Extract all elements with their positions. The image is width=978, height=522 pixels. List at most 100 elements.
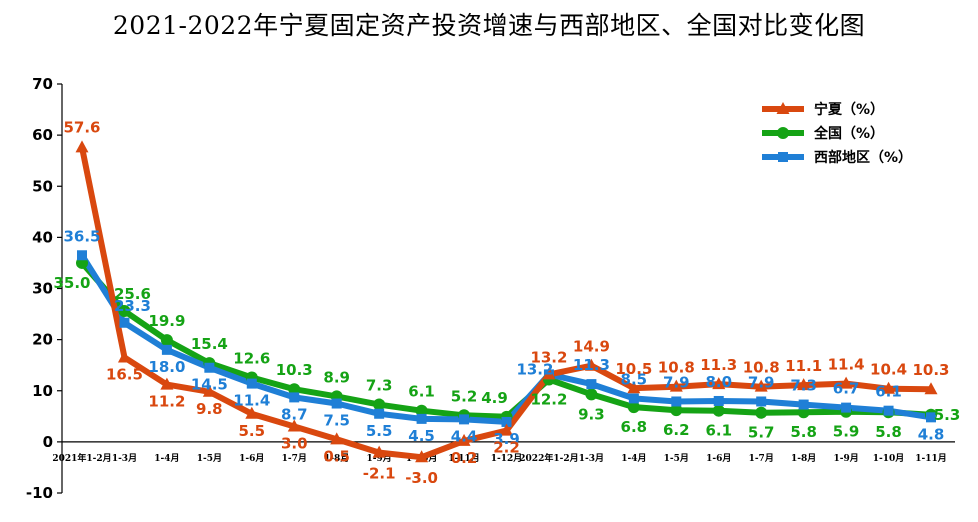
data-label: 36.5 (63, 227, 100, 245)
marker-circle (415, 404, 428, 417)
data-label: 7.9 (748, 373, 775, 391)
data-label: 6.7 (833, 380, 860, 398)
data-label: 4.5 (408, 427, 435, 445)
y-tick-label: 70 (32, 75, 53, 93)
x-tick-label: 1-9月 (367, 453, 392, 464)
data-labels: 35.0 25.6 19.9 15.4 12.6 10.3 8.9 7.3 6.1 5.2 4.9 1… (53, 118, 960, 487)
data-label: 25.6 (114, 285, 151, 303)
data-label: 9.3 (578, 405, 605, 423)
marker-triangle (202, 384, 216, 397)
data-label: 16.5 (106, 366, 143, 384)
data-label: 23.3 (114, 297, 151, 315)
marker-circle (288, 383, 301, 396)
marker-square (628, 393, 639, 404)
legend-label: 西部地区（%） (814, 149, 912, 166)
marker-triangle (924, 382, 938, 395)
data-label: -3.0 (405, 469, 438, 487)
data-label: 6.1 (408, 383, 435, 401)
marker-triangle (330, 432, 344, 445)
data-label: 8.0 (705, 373, 732, 391)
marker-triangle (415, 450, 429, 463)
marker-square (798, 399, 809, 410)
data-label: 10.8 (658, 359, 695, 377)
data-label: 2.2 (493, 439, 520, 457)
data-label: 10.5 (615, 360, 652, 378)
x-tick-label: 1-12月 (491, 453, 523, 464)
data-label: 11.1 (785, 357, 822, 375)
marker-square (841, 402, 852, 413)
marker-square (77, 250, 87, 261)
x-tick-label: 2021年1-2月 (52, 452, 111, 464)
marker-square (459, 414, 470, 425)
data-label: 7.3 (790, 377, 817, 395)
data-label: 6.2 (663, 421, 690, 439)
marker-triangle (160, 377, 174, 390)
marker-square (204, 362, 215, 373)
marker-triangle (500, 423, 513, 436)
data-label: 8.9 (323, 368, 350, 386)
x-tick-label: 1-8月 (791, 453, 816, 464)
marker-circle (712, 404, 725, 417)
data-label: 5.8 (875, 423, 902, 441)
data-label: 5.9 (833, 423, 860, 441)
marker-circle (373, 398, 386, 411)
data-label: 0.2 (451, 449, 478, 467)
marker-triangle (542, 367, 556, 380)
marker-square (289, 392, 300, 403)
legend: 宁夏（%） 全国（%） 西部地区（%） (762, 101, 912, 166)
legend-label: 宁夏（%） (814, 101, 884, 118)
marker-square (331, 398, 342, 409)
x-tick-label: 1-9月 (833, 453, 858, 464)
data-label: 5.3 (934, 406, 961, 424)
y-tick-label: -10 (26, 484, 53, 502)
x-tick-label: 1-7月 (749, 453, 774, 464)
data-label: 19.9 (148, 312, 185, 330)
marker-circle (755, 406, 768, 419)
series-markers (75, 140, 938, 463)
marker-square (926, 412, 936, 423)
marker-square (374, 408, 385, 419)
data-label: 5.5 (366, 422, 393, 440)
data-label: 5.7 (748, 424, 775, 442)
y-tick-label: 20 (32, 331, 53, 349)
data-label: 11.2 (148, 393, 185, 411)
data-label: 6.1 (705, 422, 732, 440)
marker-triangle (627, 381, 641, 394)
chart-title: 2021-2022年宁夏固定资产投资增速与西部地区、全国对比变化图 (112, 11, 866, 40)
x-tick-label: 1-3月 (579, 453, 604, 464)
y-tick-label: 10 (32, 382, 53, 400)
legend-marker-circle (777, 127, 789, 139)
x-tick-label: 1-7月 (282, 453, 307, 464)
marker-square (713, 395, 724, 406)
data-label: 5.8 (790, 423, 817, 441)
data-label: 35.0 (53, 274, 90, 292)
marker-square (246, 378, 257, 389)
x-tick-label: 1-6月 (706, 453, 731, 464)
data-label: 7.5 (323, 412, 350, 430)
data-label: 10.4 (870, 361, 907, 379)
legend-marker-triangle (776, 102, 790, 114)
marker-triangle (372, 445, 386, 458)
marker-square (416, 413, 427, 424)
x-tick-label: 1-5月 (197, 453, 222, 464)
marker-square (671, 396, 682, 407)
data-label: 9.8 (196, 400, 223, 418)
marker-triangle (712, 377, 726, 390)
data-label: 5.5 (239, 422, 266, 440)
y-tick-label: 40 (32, 228, 53, 246)
data-label: 8.7 (281, 405, 308, 423)
marker-square (586, 379, 597, 390)
data-label: 3.0 (281, 435, 308, 453)
data-label: 4.9 (481, 389, 508, 407)
marker-triangle (882, 381, 896, 394)
marker-square (501, 416, 512, 427)
data-label: 10.3 (276, 361, 313, 379)
y-tick-label: 30 (32, 280, 53, 298)
data-label: 6.8 (621, 418, 648, 436)
legend-label: 全国（%） (813, 125, 884, 142)
data-label: 4.4 (451, 427, 478, 445)
x-tick-label: 1-11月 (448, 453, 480, 464)
data-label: 7.3 (366, 377, 393, 395)
marker-square (756, 396, 767, 407)
